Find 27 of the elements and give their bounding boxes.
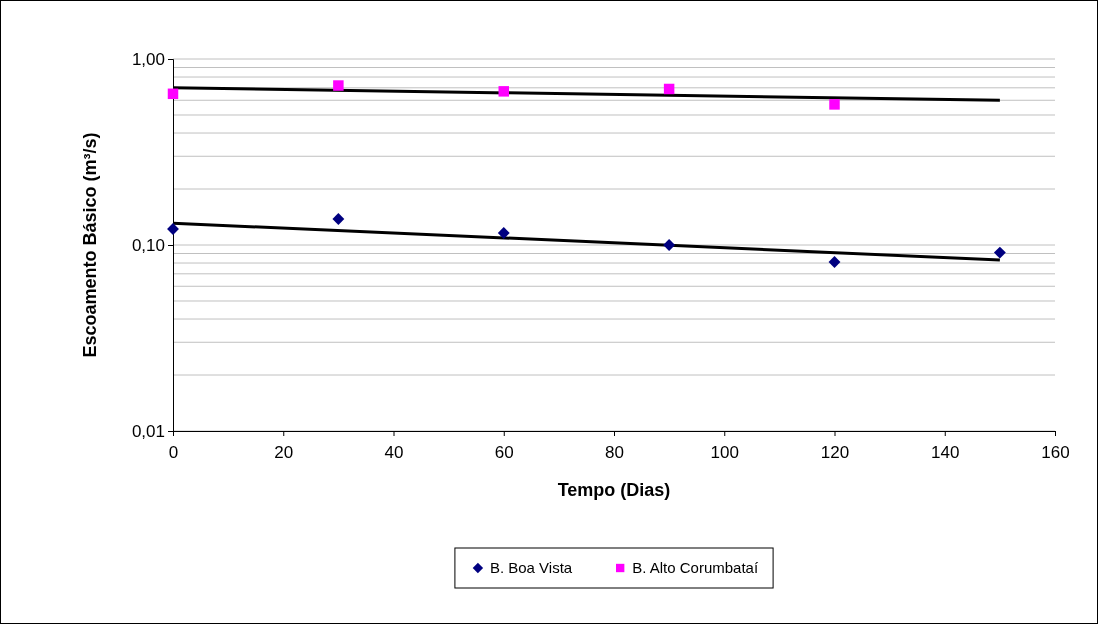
x-tick-label: 20 — [274, 442, 294, 462]
point — [333, 80, 344, 91]
x-tick-label: 60 — [494, 442, 514, 462]
point — [663, 83, 675, 95]
legend-label: B. Alto Corumbataí — [632, 559, 759, 577]
point — [663, 239, 676, 251]
y-tick-label: 0,01 — [131, 421, 165, 441]
x-tick-label: 80 — [605, 442, 624, 462]
x-tick-label: 40 — [384, 442, 404, 462]
point — [497, 227, 510, 239]
x-axis-title: Tempo (Dias) — [557, 480, 671, 500]
point — [332, 213, 345, 225]
point — [167, 223, 179, 235]
x-tick-label: 140 — [931, 442, 960, 462]
point — [829, 99, 840, 110]
point — [993, 246, 1006, 259]
y-tick-label: 0,10 — [131, 235, 165, 255]
point — [498, 86, 509, 97]
y-tick-label: 1,00 — [131, 49, 165, 69]
point — [828, 256, 841, 268]
x-tick-label: 0 — [168, 442, 179, 462]
y-axis-title: Escoamento Básico (m³/s) — [80, 132, 100, 358]
legend-label: B. Boa Vista — [489, 559, 573, 577]
x-tick-label: 100 — [710, 442, 739, 462]
x-tick-label: 160 — [1041, 442, 1070, 462]
x-tick-label: 120 — [820, 442, 850, 462]
point — [167, 88, 179, 100]
